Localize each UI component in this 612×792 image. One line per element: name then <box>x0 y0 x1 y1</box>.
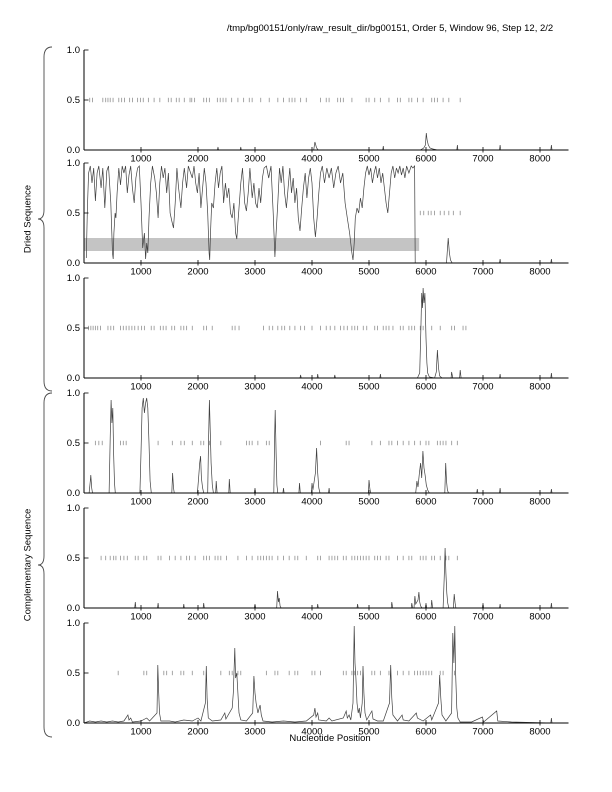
x-tick-label: 2000 <box>187 382 208 393</box>
x-tick-label: 1000 <box>130 727 151 738</box>
series-line-dried-3 <box>84 287 569 379</box>
subplot-dried-1: 1000 2000 3000 4000 5000 6000 7000 8000 0.0 0.5 1.… <box>67 45 569 165</box>
x-tick-label: 4000 <box>301 497 322 508</box>
series-line-dried-2 <box>85 165 569 264</box>
subplot-dried-2: 1000 2000 3000 4000 5000 6000 7000 8000 0.0 0.5 1.… <box>67 158 569 278</box>
x-tick-label: 4000 <box>301 267 322 278</box>
brace-dried-sequence <box>37 46 53 392</box>
highlight-band <box>84 238 420 251</box>
x-tick-label: 5000 <box>358 154 379 165</box>
x-tick-label: 2000 <box>187 727 208 738</box>
x-tick-label: 3000 <box>244 267 265 278</box>
x-axis-label: Nucleotide Position <box>289 733 371 744</box>
x-tick-label: 2000 <box>187 497 208 508</box>
x-tick-label: 4000 <box>301 612 322 623</box>
x-tick-label: 7000 <box>472 612 493 623</box>
y-tick-label: 0.5 <box>67 208 80 219</box>
y-tick-label: 0.5 <box>67 668 80 679</box>
x-tick-label: 7000 <box>472 497 493 508</box>
x-tick-label: 6000 <box>415 382 436 393</box>
series-line-complementary-2 <box>84 547 569 609</box>
y-tick-label: 0.0 <box>67 145 80 156</box>
x-tick-label: 3000 <box>244 727 265 738</box>
x-tick-label: 4000 <box>301 154 322 165</box>
x-tick-label: 3000 <box>244 154 265 165</box>
x-tick-label: 5000 <box>358 497 379 508</box>
x-tick-label: 5000 <box>358 267 379 278</box>
x-tick-label: 3000 <box>244 382 265 393</box>
x-tick-label: 5000 <box>358 382 379 393</box>
y-tick-label: 0.0 <box>67 603 80 614</box>
x-tick-label: 7000 <box>472 267 493 278</box>
y-tick-label: 1.0 <box>67 158 80 169</box>
y-tick-label: 0.0 <box>67 488 80 499</box>
x-tick-label: 1000 <box>130 154 151 165</box>
series-line-complementary-1 <box>84 397 569 494</box>
brace-complementary-sequence <box>37 392 53 738</box>
x-tick-label: 4000 <box>301 382 322 393</box>
y-tick-label: 0.5 <box>67 95 80 106</box>
y-tick-label: 1.0 <box>67 388 80 399</box>
x-tick-label: 3000 <box>244 497 265 508</box>
y-tick-label: 0.0 <box>67 258 80 269</box>
y-tick-label: 1.0 <box>67 618 80 629</box>
x-tick-label: 8000 <box>529 612 550 623</box>
y-tick-label: 0.0 <box>67 718 80 729</box>
x-tick-label: 8000 <box>529 497 550 508</box>
x-tick-label: 6000 <box>415 612 436 623</box>
x-tick-label: 5000 <box>358 727 379 738</box>
subplot-complementary-2: 1000 2000 3000 4000 5000 6000 7000 8000 0.0 0.5 1.… <box>67 503 569 623</box>
y-tick-label: 0.5 <box>67 323 80 334</box>
x-tick-label: 6000 <box>415 727 436 738</box>
series-line-dried-1 <box>84 132 569 151</box>
x-tick-label: 1000 <box>130 382 151 393</box>
series-line-complementary-3 <box>83 625 569 724</box>
x-tick-label: 1000 <box>130 497 151 508</box>
x-tick-label: 7000 <box>472 154 493 165</box>
y-tick-label: 1.0 <box>67 273 80 284</box>
subplot-complementary-3: 1000 2000 3000 4000 5000 6000 7000 8000 0.0 0.5 1.… <box>67 618 569 738</box>
x-tick-label: 2000 <box>187 154 208 165</box>
y-tick-label: 1.0 <box>67 45 80 56</box>
subplot-dried-3: 1000 2000 3000 4000 5000 6000 7000 8000 0.0 0.5 1.… <box>67 273 569 393</box>
x-tick-label: 2000 <box>187 267 208 278</box>
y-tick-label: 0.0 <box>67 373 80 384</box>
x-tick-label: 8000 <box>529 727 550 738</box>
x-tick-label: 6000 <box>415 267 436 278</box>
x-tick-label: 6000 <box>415 497 436 508</box>
x-tick-label: 1000 <box>130 267 151 278</box>
subplot-complementary-1: 1000 2000 3000 4000 5000 6000 7000 8000 0.0 0.5 1.… <box>67 388 569 508</box>
x-tick-label: 1000 <box>130 612 151 623</box>
x-tick-label: 7000 <box>472 382 493 393</box>
x-tick-label: 7000 <box>472 727 493 738</box>
x-tick-label: 8000 <box>529 154 550 165</box>
x-tick-label: 4000 <box>301 727 322 738</box>
x-tick-label: 8000 <box>529 382 550 393</box>
figure-title: /tmp/bg00151/only/raw_result_dir/bg00151… <box>226 23 554 34</box>
y-tick-label: 0.5 <box>67 438 80 449</box>
x-tick-label: 2000 <box>187 612 208 623</box>
x-tick-label: 5000 <box>358 612 379 623</box>
x-tick-label: 6000 <box>415 154 436 165</box>
y-tick-label: 0.5 <box>67 553 80 564</box>
x-tick-label: 3000 <box>244 612 265 623</box>
y-tick-label: 1.0 <box>67 503 80 514</box>
x-tick-label: 8000 <box>529 267 550 278</box>
